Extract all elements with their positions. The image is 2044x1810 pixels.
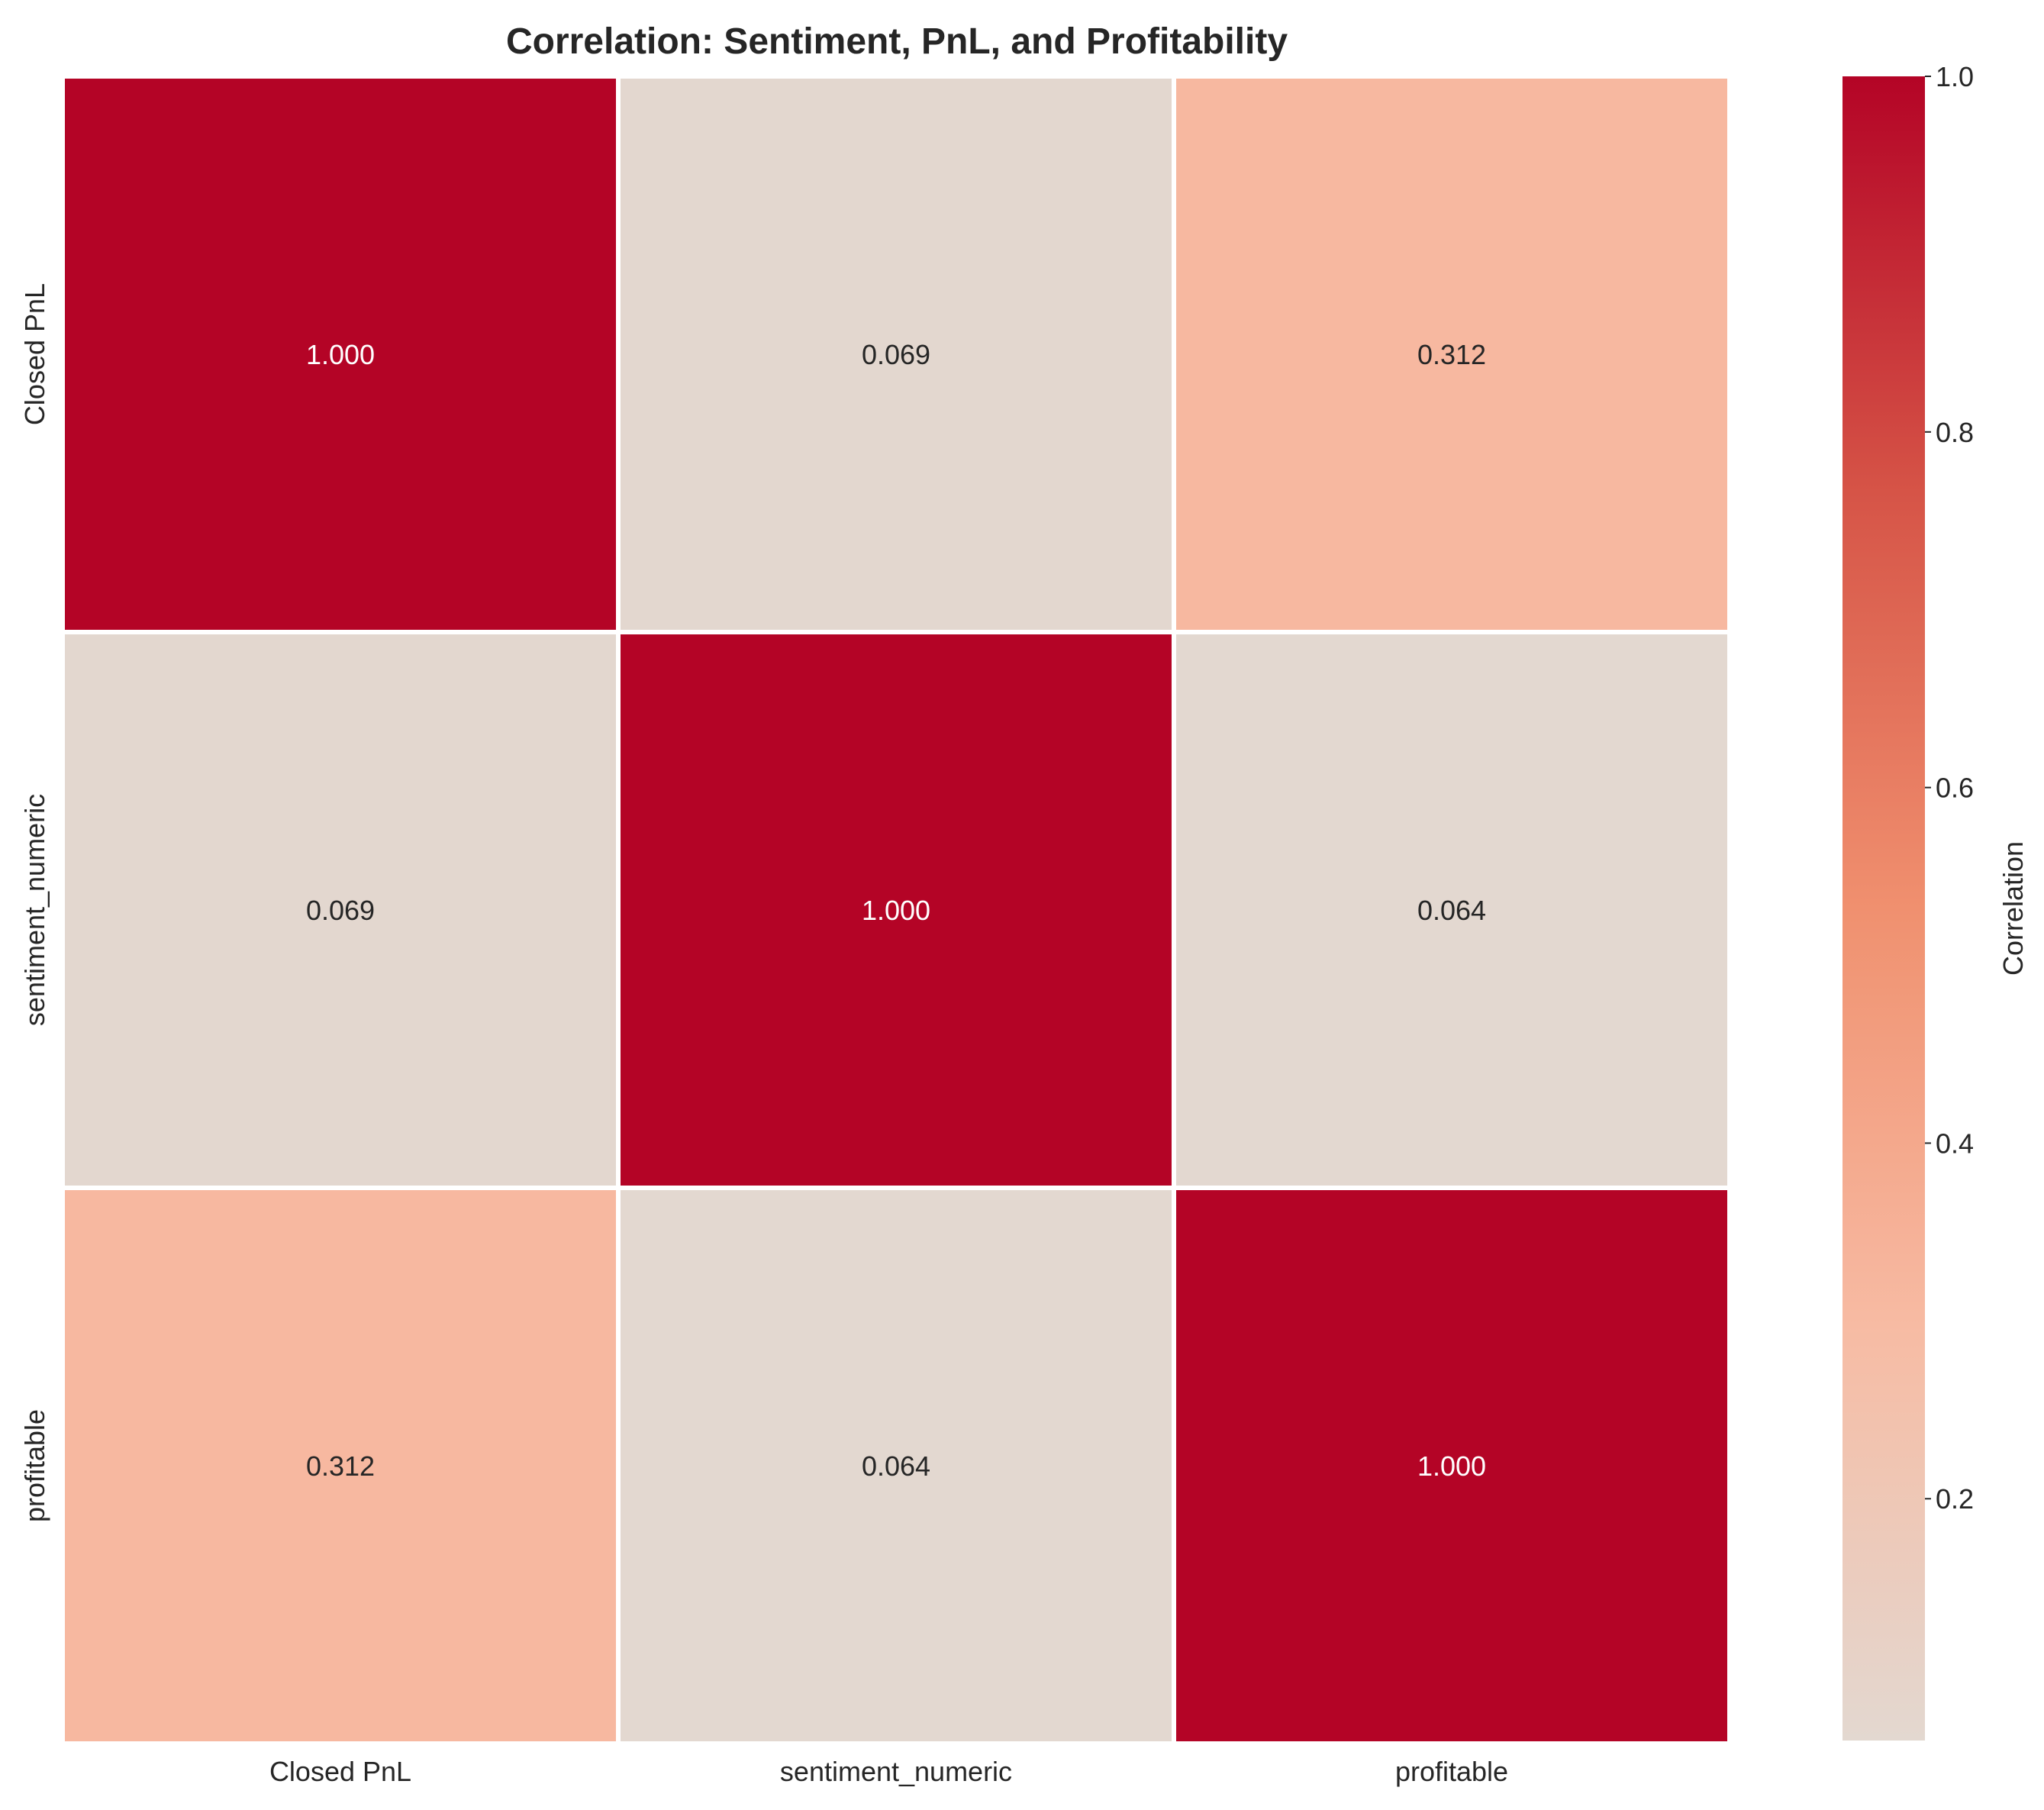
column-tick-labels: Closed PnL sentiment_numeric profitable [269,1756,1508,1787]
colorbar-tick-label-0: 0.2 [1936,1483,1974,1515]
heatmap-cells [65,79,1727,1741]
cell-value-label-1-2: 0.064 [1417,895,1486,926]
chart-title: Correlation: Sentiment, PnL, and Profita… [506,21,1288,62]
cell-value-label-2-0: 0.312 [306,1450,375,1482]
colorbar-label: Correlation [1997,841,2029,976]
heatmap-annotations: 1.000 0.069 0.312 0.069 1.000 0.064 0.312 0.064… [306,339,1486,1482]
column-label-1: sentiment_numeric [780,1756,1012,1787]
heatmap-cell-2-1 [621,1190,1172,1741]
heatmap-cell-0-2 [1176,79,1727,630]
cell-value-label-1-1: 1.000 [862,895,930,926]
heatmap-cell-0-1 [621,79,1172,630]
cell-value-label-0-2: 0.312 [1417,339,1486,370]
colorbar-tick-label-3: 0.8 [1936,417,1974,448]
row-label-1: sentiment_numeric [19,794,50,1026]
row-label-0: Closed PnL [19,283,50,425]
column-label-2: profitable [1395,1756,1508,1787]
cell-value-label-2-2: 1.000 [1417,1450,1486,1482]
colorbar-tick-label-1: 0.4 [1936,1128,1974,1159]
heatmap-cell-1-1 [621,634,1172,1186]
colorbar-tick-label-4: 1.0 [1936,61,1974,92]
heatmap-cell-2-2 [1176,1190,1727,1741]
colorbar [1843,76,1925,1741]
cell-value-label-0-0: 1.000 [306,339,375,370]
heatmap-cell-0-0 [65,79,616,630]
row-tick-labels: Closed PnL sentiment_numeric profitable [19,283,50,1522]
cell-value-label-0-1: 0.069 [862,339,930,370]
heatmap-cell-1-2 [1176,634,1727,1186]
heatmap-cell-1-0 [65,634,616,1186]
heatmap-cell-2-0 [65,1190,616,1741]
row-label-2: profitable [19,1409,50,1522]
cell-value-label-1-0: 0.069 [306,895,375,926]
colorbar-ticks: 0.2 0.4 0.6 0.8 1.0 [1925,61,1974,1515]
column-label-0: Closed PnL [269,1756,411,1787]
colorbar-tick-label-2: 0.6 [1936,773,1974,804]
cell-value-label-2-1: 0.064 [862,1450,930,1482]
